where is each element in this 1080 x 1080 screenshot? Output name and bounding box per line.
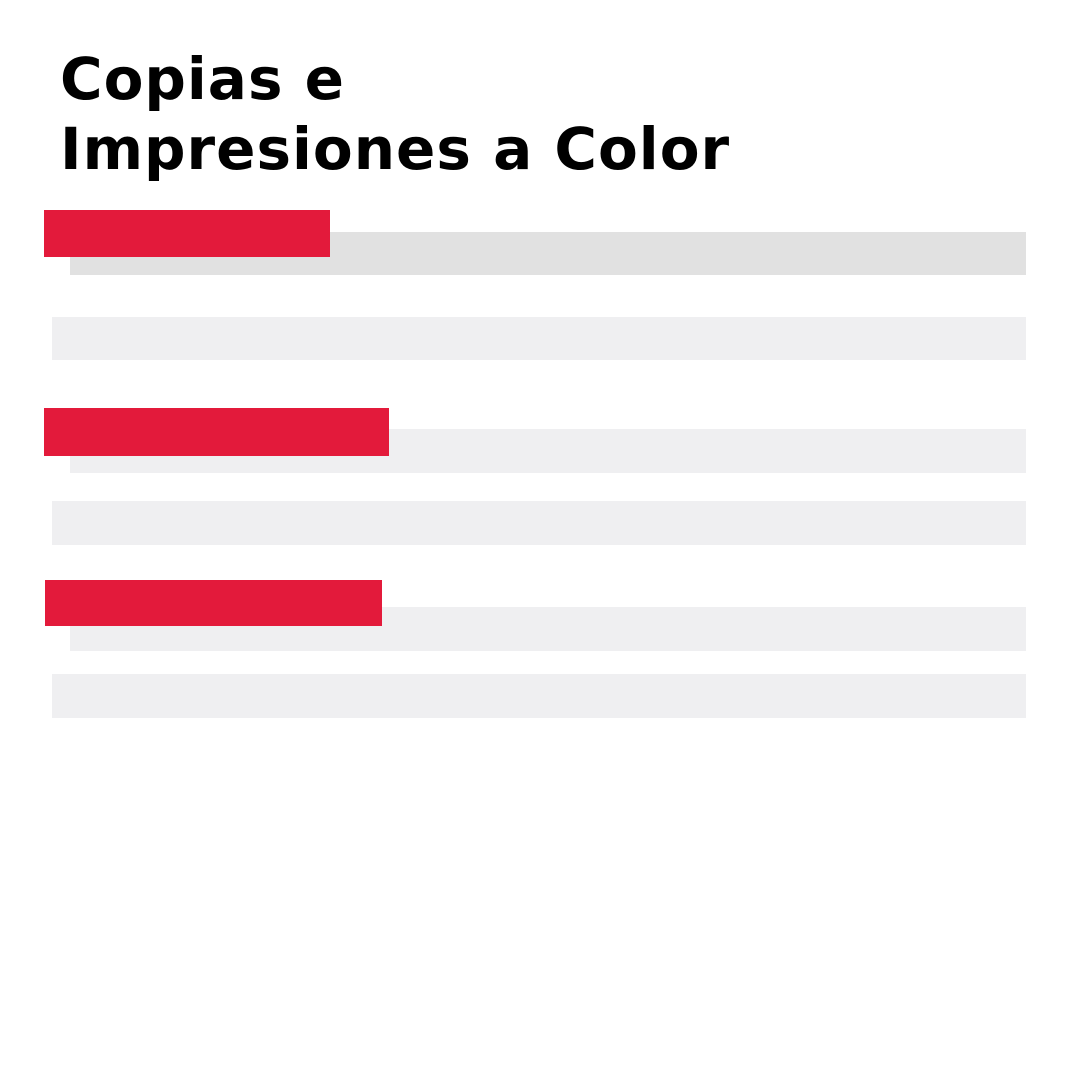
section-3-row-2-band <box>52 674 1026 718</box>
page-title-line-2: Impresiones a Color <box>60 115 731 183</box>
section-3-accent-tag <box>45 580 382 626</box>
section-1-accent-tag <box>44 210 330 257</box>
section-2-accent-tag <box>44 408 389 456</box>
page-title: Copias e Impresiones a Color <box>60 44 730 184</box>
section-2-row-2-band <box>52 501 1026 545</box>
page-title-line-1: Copias e <box>60 45 346 113</box>
section-1-row-2-band <box>52 317 1026 360</box>
